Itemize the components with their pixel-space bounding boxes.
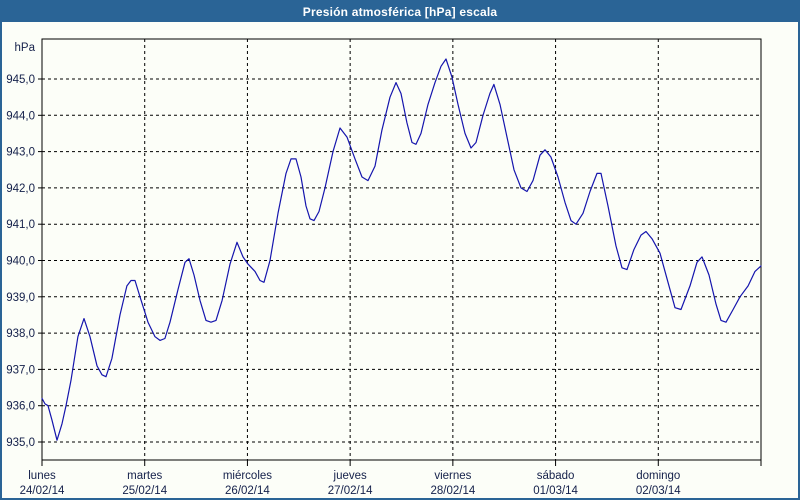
x-tick-date-label: 26/02/14 — [225, 485, 270, 497]
title-bar: Presión atmosférica [hPa] escala — [2, 2, 798, 22]
axis-labels: 945,0 944,0 943,0 942,0 941,0 940,0 939,0 938,0… — [6, 42, 681, 497]
x-tick-date-label: 02/03/14 — [636, 485, 681, 497]
y-tick-label: 938,0 — [6, 328, 35, 340]
x-tick-date-label: 25/02/14 — [122, 485, 167, 497]
chart-title: Presión atmosférica [hPa] escala — [302, 5, 498, 19]
pressure-chart-canvas: 945,0 944,0 943,0 942,0 941,0 940,0 939,0 938,0… — [6, 38, 762, 497]
y-tick-label: 935,0 — [6, 437, 35, 449]
x-tick-day-label: sábado — [537, 470, 575, 482]
x-tick-day-label: jueves — [333, 470, 367, 482]
x-tick-day-label: domingo — [636, 470, 680, 482]
y-tick-label: 944,0 — [6, 110, 35, 122]
chart-area: 945,0 944,0 943,0 942,0 941,0 940,0 939,0 938,0… — [2, 22, 798, 498]
y-tick-label: 936,0 — [6, 401, 35, 413]
y-tick-label: 941,0 — [6, 219, 35, 231]
x-tick-day-label: viernes — [434, 470, 471, 482]
x-tick-date-label: 27/02/14 — [328, 485, 373, 497]
x-tick-day-label: martes — [127, 470, 162, 482]
y-tick-label: 937,0 — [6, 364, 35, 376]
pressure-line — [41, 58, 762, 441]
x-tick-date-label: 28/02/14 — [430, 485, 475, 497]
y-tick-label: 940,0 — [6, 256, 35, 268]
y-tick-label: 943,0 — [6, 147, 35, 159]
y-tick-label: 939,0 — [6, 292, 35, 304]
y-unit-label: hPa — [15, 42, 36, 54]
x-tick-date-label: 24/02/14 — [20, 485, 65, 497]
x-tick-day-label: lunes — [28, 470, 56, 482]
gridlines — [42, 39, 761, 460]
x-tick-date-label: 01/03/14 — [533, 485, 578, 497]
y-tick-label: 942,0 — [6, 183, 35, 195]
y-tick-label: 945,0 — [6, 74, 35, 86]
axes — [38, 38, 762, 466]
x-tick-day-label: miércoles — [223, 470, 272, 482]
plot-border — [41, 38, 762, 461]
